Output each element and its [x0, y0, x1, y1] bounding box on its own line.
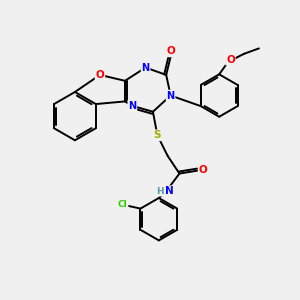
Text: O: O [166, 46, 175, 56]
Text: O: O [226, 55, 235, 64]
Text: O: O [96, 70, 104, 80]
Text: Cl: Cl [118, 200, 128, 209]
Text: N: N [165, 186, 173, 196]
Text: N: N [128, 101, 136, 111]
Text: O: O [199, 165, 207, 175]
Text: N: N [142, 63, 150, 73]
Text: S: S [154, 130, 161, 140]
Text: N: N [167, 91, 175, 100]
Text: H: H [156, 187, 164, 196]
